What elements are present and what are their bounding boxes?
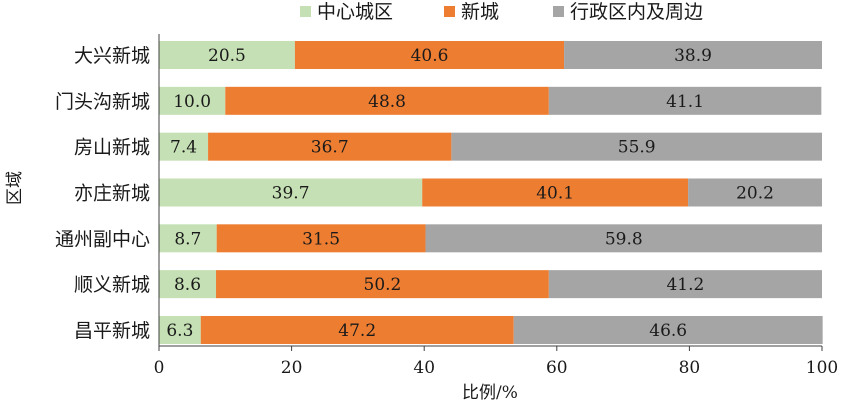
x-axis: 0 20 40 60 80 100 xyxy=(154,34,838,378)
data-label: 7.4 xyxy=(170,138,197,158)
bar-segment xyxy=(159,178,423,207)
bar-segment xyxy=(159,86,226,115)
bar-segment xyxy=(548,270,822,299)
bar-segment xyxy=(159,224,217,253)
category-label: 大兴新城 xyxy=(74,45,150,67)
data-label: 36.7 xyxy=(311,138,349,158)
data-label: 8.6 xyxy=(174,275,201,295)
data-label: 59.8 xyxy=(605,229,643,249)
y-axis-title: 区域 xyxy=(5,171,25,205)
bar-segment xyxy=(688,178,822,207)
category-label: 昌平新城 xyxy=(74,320,150,342)
legend-label: 新城 xyxy=(461,1,499,23)
x-axis-title: 比例/% xyxy=(462,383,518,403)
bars: 20.5 40.6 38.9 10.0 48.8 41.1 7.4 36.7 55.9 39.7 4… xyxy=(159,41,823,344)
bar-segment xyxy=(216,224,426,253)
category-label: 门头沟新城 xyxy=(55,91,150,113)
bar-segment xyxy=(422,178,689,207)
legend-item: 中心城区 xyxy=(300,1,393,23)
data-label: 40.1 xyxy=(536,183,574,203)
data-label: 31.5 xyxy=(302,229,340,249)
bar-segment xyxy=(159,270,217,299)
x-tick-label: 100 xyxy=(806,358,838,378)
x-tick-label: 0 xyxy=(154,358,165,378)
bar-segment xyxy=(208,132,452,161)
legend-swatch xyxy=(444,6,455,17)
data-label: 48.8 xyxy=(368,92,406,112)
bar-segment xyxy=(513,315,823,344)
data-label: 20.2 xyxy=(736,183,774,203)
legend-label: 中心城区 xyxy=(317,1,393,23)
data-label: 20.5 xyxy=(208,46,246,66)
data-label: 47.2 xyxy=(338,321,376,341)
data-label: 50.2 xyxy=(364,275,402,295)
data-label: 41.2 xyxy=(666,275,704,295)
legend-item: 新城 xyxy=(444,1,499,23)
data-label: 40.6 xyxy=(411,46,449,66)
bar-segment xyxy=(216,270,549,299)
legend: 中心城区 新城 行政区内及周边 xyxy=(300,1,703,23)
bar-segment xyxy=(451,132,822,161)
x-tick-label: 20 xyxy=(281,358,303,378)
x-tick-label: 80 xyxy=(679,358,701,378)
legend-swatch xyxy=(553,6,564,17)
bar-segment xyxy=(225,86,549,115)
category-label: 房山新城 xyxy=(74,137,150,159)
data-label: 10.0 xyxy=(173,92,211,112)
bar-segment xyxy=(548,86,822,115)
data-label: 8.7 xyxy=(174,229,201,249)
data-label: 55.9 xyxy=(618,138,656,158)
data-label: 39.7 xyxy=(272,183,310,203)
data-label: 46.6 xyxy=(649,321,687,341)
bar-segment xyxy=(294,41,565,69)
bar-segment xyxy=(159,315,201,344)
category-label: 亦庄新城 xyxy=(74,182,150,204)
legend-label: 行政区内及周边 xyxy=(570,1,703,23)
data-label: 6.3 xyxy=(166,321,193,341)
legend-swatch xyxy=(300,6,311,17)
bar-segment xyxy=(564,41,822,69)
bar-segment xyxy=(159,41,295,69)
legend-item: 行政区内及周边 xyxy=(553,1,703,23)
data-label: 38.9 xyxy=(674,46,712,66)
category-label: 顺义新城 xyxy=(74,274,150,296)
bar-segment xyxy=(200,315,514,344)
x-tick-label: 60 xyxy=(546,358,568,378)
category-label: 通州副中心 xyxy=(55,228,150,250)
x-tick-label: 40 xyxy=(413,358,435,378)
bar-segment xyxy=(425,224,822,253)
data-label: 41.1 xyxy=(666,92,704,112)
bar-segment xyxy=(159,132,209,161)
